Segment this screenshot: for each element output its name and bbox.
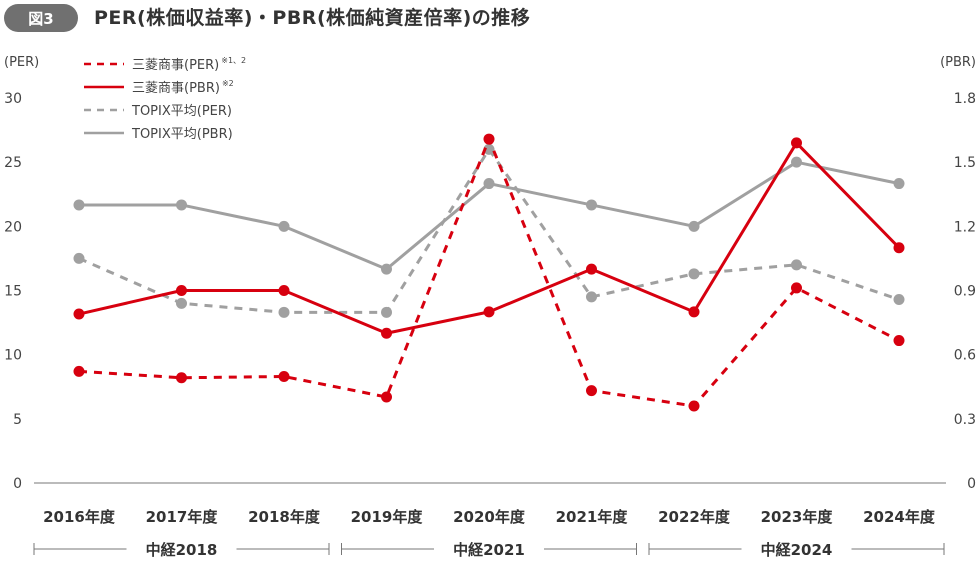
data-point [73, 199, 85, 211]
legend-label: TOPIX平均(PBR) [131, 127, 233, 142]
data-point [73, 308, 85, 320]
y-left-tick-label: 20 [4, 219, 22, 235]
data-point [791, 156, 802, 168]
data-point [381, 306, 392, 318]
y-left-tick-label: 5 [13, 412, 22, 428]
x-category-label: 2019年度 [351, 508, 424, 526]
figure-badge: 図3 [4, 4, 78, 32]
data-point [791, 137, 802, 149]
chart-title: PER(株価収益率)・PBR(株価純資産倍率)の推移 [94, 7, 531, 29]
y-left-tick-label: 0 [13, 476, 22, 492]
x-category-label: 2018年度 [248, 508, 321, 526]
y-left-tick-label: 30 [4, 91, 22, 107]
x-category-label: 2023年度 [761, 508, 834, 526]
data-point [278, 285, 290, 296]
y-left-unit-label: (PER) [4, 55, 39, 70]
data-point [791, 282, 802, 294]
period-label: 中経2021 [453, 541, 525, 559]
y-left-tick-label: 15 [4, 284, 22, 300]
legend-footnote-mark: ※1、2 [221, 56, 246, 65]
data-point [688, 400, 700, 412]
y-right-tick-label: 1.5 [954, 155, 976, 171]
period-brackets: 中経2018 中経2021 中経2024 [33, 541, 945, 559]
data-point [381, 263, 392, 275]
x-category-label: 2017年度 [146, 508, 219, 526]
data-point [688, 220, 700, 232]
y-right-tick-label: 1.8 [954, 91, 976, 107]
legend: 三菱商事(PER) ※1、2 三菱商事(PBR) ※2 TOPIX平均(PER) TOPI… [84, 56, 246, 142]
data-point [278, 306, 290, 318]
data-point [688, 306, 700, 318]
y-left-tick-label: 10 [4, 348, 22, 364]
data-point [483, 133, 495, 145]
x-category-label: 2024年度 [863, 508, 936, 526]
data-point [73, 252, 85, 264]
data-point [483, 306, 495, 318]
data-point [176, 372, 187, 384]
x-category-label: 2022年度 [658, 508, 731, 526]
series-line-1 [78, 141, 901, 335]
y-right-tick-label: 0 [967, 476, 976, 492]
y-right-unit-label: (PBR) [940, 55, 976, 70]
data-point [893, 242, 905, 254]
data-point [586, 199, 597, 211]
data-point [688, 268, 700, 280]
y-right-tick-label: 0.6 [954, 348, 976, 364]
y-right-tick-label: 0.3 [954, 412, 976, 428]
data-point [893, 178, 905, 190]
data-point [483, 143, 495, 155]
legend-label: 三菱商事(PER) [132, 58, 219, 73]
data-point [381, 327, 392, 339]
data-point [176, 199, 187, 211]
x-category-label: 2016年度 [43, 508, 116, 526]
data-point [791, 259, 802, 271]
y-right-tick-label: 1.2 [954, 219, 976, 235]
period-label: 中経2018 [146, 541, 218, 559]
data-point [483, 178, 495, 190]
period-label: 中経2024 [761, 541, 833, 559]
data-point [176, 297, 187, 309]
data-point [893, 293, 905, 305]
legend-label: 三菱商事(PBR) [132, 81, 220, 96]
x-category-label: 2020年度 [453, 508, 526, 526]
data-point [893, 335, 905, 347]
data-point [278, 220, 290, 232]
data-point [586, 385, 597, 397]
data-point [278, 370, 290, 382]
legend-footnote-mark: ※2 [222, 79, 234, 88]
data-point [381, 391, 392, 403]
y-left-tick-label: 25 [4, 155, 22, 171]
axes: (PER) (PBR) 0 5 10 15 20 25 30 0 0.3 0.6 0.9 1.2 1.5 1.… [4, 55, 976, 492]
data-point [586, 291, 597, 303]
legend-label: TOPIX平均(PER) [131, 104, 232, 119]
data-point [586, 263, 597, 275]
y-right-tick-label: 0.9 [954, 284, 976, 300]
data-point [176, 285, 187, 296]
x-category-label: 2021年度 [556, 508, 629, 526]
x-axis-labels: 2016年度 2017年度 2018年度 2019年度 2020年度 2021年度 2022… [43, 508, 936, 526]
series-layer [73, 133, 905, 412]
data-point [73, 365, 85, 377]
